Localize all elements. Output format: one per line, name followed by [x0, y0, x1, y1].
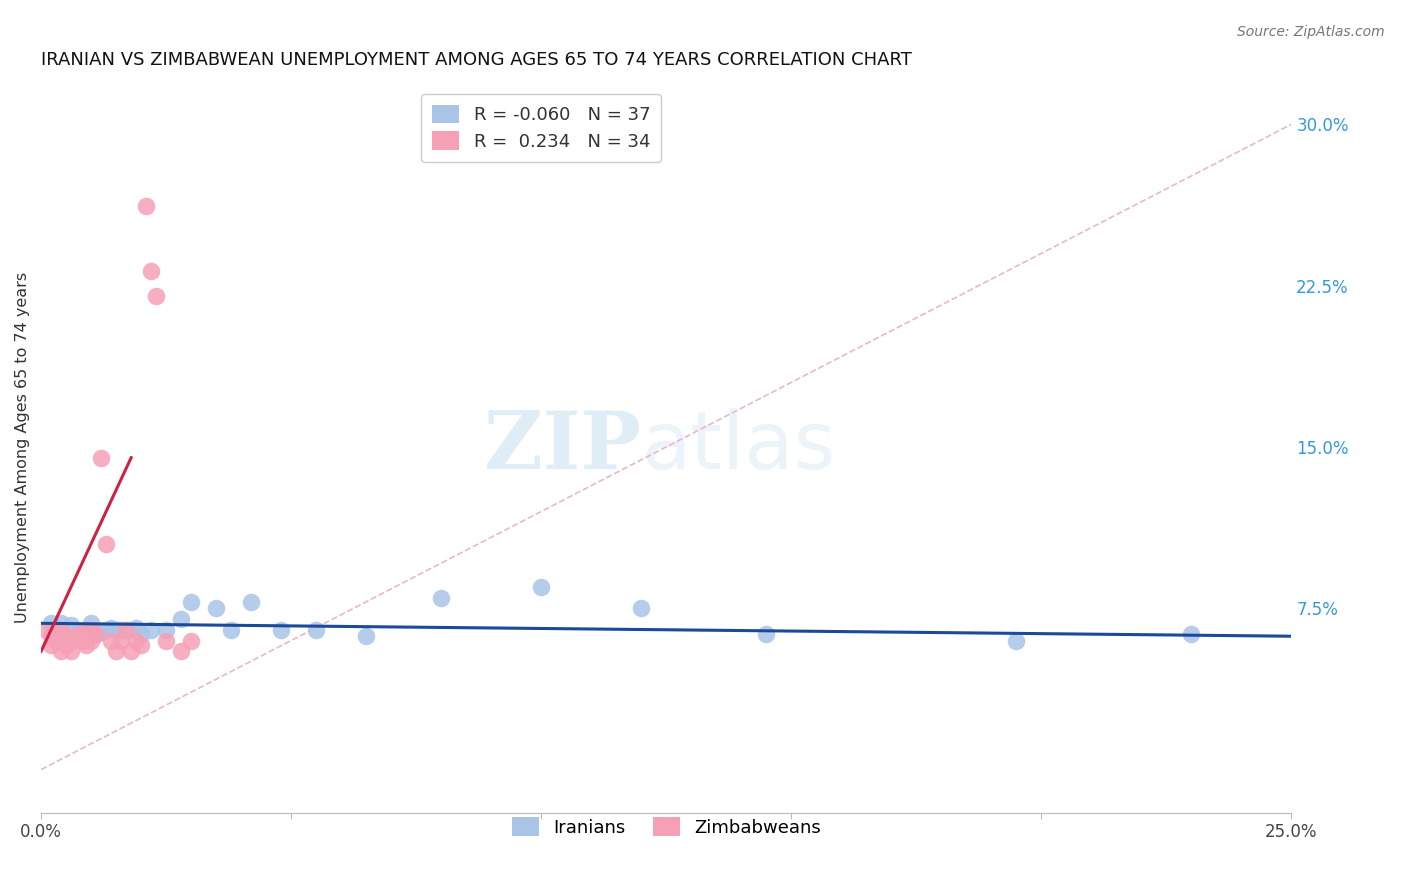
- Point: [80, 623, 103, 637]
- Point: [354, 629, 377, 643]
- Point: [80, 616, 103, 631]
- Point: [135, 199, 157, 213]
- Point: [55, 629, 77, 643]
- Point: [270, 623, 292, 637]
- Point: [60, 644, 83, 658]
- Point: [155, 633, 177, 648]
- Point: [65, 629, 87, 643]
- Point: [60, 618, 83, 632]
- Point: [39, 616, 62, 631]
- Point: [105, 644, 128, 658]
- Point: [105, 623, 128, 637]
- Point: [49, 616, 72, 631]
- Legend: Iranians, Zimbabweans: Iranians, Zimbabweans: [505, 810, 828, 844]
- Point: [205, 601, 228, 615]
- Point: [145, 289, 167, 303]
- Point: [45, 623, 67, 637]
- Point: [305, 623, 328, 637]
- Text: Source: ZipAtlas.com: Source: ZipAtlas.com: [1237, 25, 1385, 39]
- Point: [129, 638, 152, 652]
- Point: [155, 623, 177, 637]
- Point: [75, 638, 97, 652]
- Point: [180, 633, 202, 648]
- Point: [139, 623, 162, 637]
- Point: [115, 623, 138, 637]
- Point: [430, 591, 453, 605]
- Point: [55, 638, 77, 652]
- Text: IRANIAN VS ZIMBABWEAN UNEMPLOYMENT AMONG AGES 65 TO 74 YEARS CORRELATION CHART: IRANIAN VS ZIMBABWEAN UNEMPLOYMENT AMONG…: [41, 51, 912, 69]
- Point: [60, 633, 83, 648]
- Text: ZIP: ZIP: [484, 408, 641, 486]
- Point: [120, 644, 142, 658]
- Point: [180, 595, 202, 609]
- Point: [240, 595, 263, 609]
- Point: [120, 623, 142, 637]
- Point: [80, 623, 103, 637]
- Point: [170, 612, 193, 626]
- Point: [49, 629, 72, 643]
- Point: [630, 601, 652, 615]
- Point: [49, 633, 72, 648]
- Point: [139, 263, 162, 277]
- Point: [755, 627, 778, 641]
- Point: [1005, 633, 1028, 648]
- Point: [129, 627, 152, 641]
- Point: [110, 633, 132, 648]
- Text: atlas: atlas: [641, 408, 835, 486]
- Point: [125, 621, 148, 635]
- Point: [100, 633, 122, 648]
- Point: [84, 627, 107, 641]
- Point: [49, 644, 72, 658]
- Point: [100, 621, 122, 635]
- Point: [39, 629, 62, 643]
- Point: [219, 623, 242, 637]
- Point: [94, 537, 117, 551]
- Point: [94, 623, 117, 637]
- Y-axis label: Unemployment Among Ages 65 to 74 years: Unemployment Among Ages 65 to 74 years: [15, 271, 30, 623]
- Point: [90, 450, 112, 465]
- Point: [55, 627, 77, 641]
- Point: [75, 623, 97, 637]
- Point: [45, 633, 67, 648]
- Point: [39, 638, 62, 652]
- Point: [170, 644, 193, 658]
- Point: [49, 623, 72, 637]
- Point: [35, 623, 58, 637]
- Point: [70, 627, 93, 641]
- Point: [80, 633, 103, 648]
- Point: [115, 623, 138, 637]
- Point: [90, 624, 112, 639]
- Point: [84, 627, 107, 641]
- Point: [65, 624, 87, 639]
- Point: [70, 633, 93, 648]
- Point: [530, 580, 553, 594]
- Point: [45, 627, 67, 641]
- Point: [125, 633, 148, 648]
- Point: [110, 623, 132, 637]
- Point: [1180, 627, 1202, 641]
- Point: [70, 627, 93, 641]
